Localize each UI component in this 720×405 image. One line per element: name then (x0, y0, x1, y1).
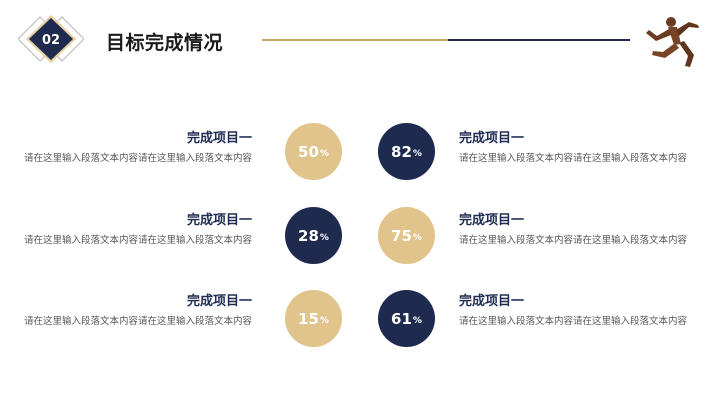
item-r3-left: 完成项目一 请在这里输入段落文本内容请在这里输入段落文本内容 (2, 290, 252, 330)
section-number-badge: 02 (18, 15, 84, 63)
runner-icon (646, 17, 699, 67)
section-number: 02 (42, 33, 60, 48)
item-r1-left: 完成项目一 请在这里输入段落文本内容请在这里输入段落文本内容 (2, 127, 252, 167)
progress-unit: % (319, 315, 329, 326)
progress-value: 61 (391, 309, 412, 328)
page-title: 目标完成情况 (106, 32, 224, 54)
progress-circle-r1-left: 50% (285, 123, 342, 180)
progress-value: 75 (391, 226, 412, 245)
item-description: 请在这里输入段落文本内容请在这里输入段落文本内容 (459, 316, 688, 327)
item-r2-left: 完成项目一 请在这里输入段落文本内容请在这里输入段落文本内容 (2, 209, 252, 249)
item-title: 完成项目一 (186, 294, 252, 309)
progress-circle-r3-left: 15% (285, 290, 342, 347)
progress-unit: % (412, 315, 422, 326)
item-title: 完成项目一 (186, 213, 252, 228)
progress-value: 15 (298, 309, 319, 328)
progress-unit: % (412, 232, 422, 243)
item-title: 完成项目一 (459, 294, 525, 309)
item-description: 请在这里输入段落文本内容请在这里输入段落文本内容 (23, 316, 252, 327)
item-r3-right: 完成项目一 请在这里输入段落文本内容请在这里输入段落文本内容 (459, 290, 709, 330)
progress-circle-r1-right: 82% (378, 123, 435, 180)
item-title: 完成项目一 (186, 131, 252, 146)
item-description: 请在这里输入段落文本内容请在这里输入段落文本内容 (459, 153, 688, 164)
item-title: 完成项目一 (459, 213, 525, 228)
title-divider-navy (448, 39, 630, 41)
progress-value: 82 (391, 142, 412, 161)
item-description: 请在这里输入段落文本内容请在这里输入段落文本内容 (23, 235, 252, 246)
progress-circle-r2-right: 75% (378, 207, 435, 264)
progress-circle-r3-right: 61% (378, 290, 435, 347)
item-description: 请在这里输入段落文本内容请在这里输入段落文本内容 (23, 153, 252, 164)
progress-value: 28 (298, 226, 319, 245)
progress-unit: % (412, 148, 422, 159)
item-r2-right: 完成项目一 请在这里输入段落文本内容请在这里输入段落文本内容 (459, 209, 709, 249)
item-title: 完成项目一 (459, 131, 525, 146)
item-description: 请在这里输入段落文本内容请在这里输入段落文本内容 (459, 235, 688, 246)
title-divider-gold (262, 39, 448, 41)
progress-circle-r2-left: 28% (285, 207, 342, 264)
progress-value: 50 (298, 142, 319, 161)
progress-unit: % (319, 148, 329, 159)
item-r1-right: 完成项目一 请在这里输入段落文本内容请在这里输入段落文本内容 (459, 127, 709, 167)
progress-unit: % (319, 232, 329, 243)
